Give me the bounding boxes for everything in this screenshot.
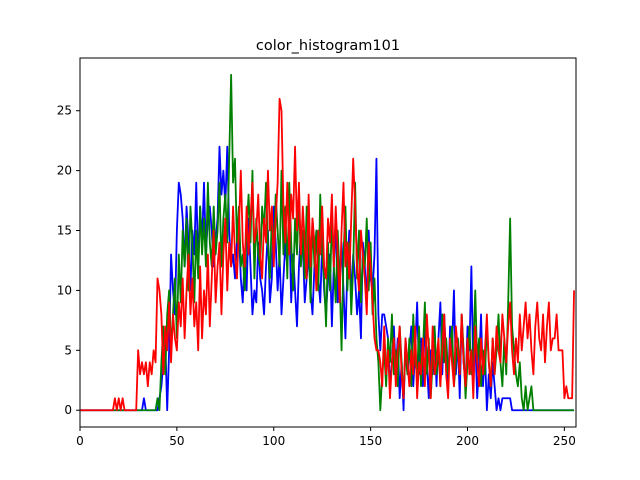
series-line <box>80 97 575 412</box>
plot-frame <box>79 57 577 428</box>
x-tick-label: 200 <box>456 434 479 448</box>
y-tick-label: 5 <box>64 343 72 357</box>
x-tick-label: 100 <box>262 434 285 448</box>
y-tick-label: 10 <box>57 283 72 297</box>
chart-title: color_histogram101 <box>256 38 400 54</box>
x-tick-label: 250 <box>553 434 576 448</box>
y-tick-label: 15 <box>57 224 72 238</box>
x-tick-label: 0 <box>76 434 84 448</box>
y-tick-label: 25 <box>57 104 72 118</box>
y-tick-label: 20 <box>57 164 72 178</box>
y-tick-label: 0 <box>64 403 72 417</box>
x-tick-label: 50 <box>169 434 184 448</box>
x-tick-label: 150 <box>359 434 382 448</box>
